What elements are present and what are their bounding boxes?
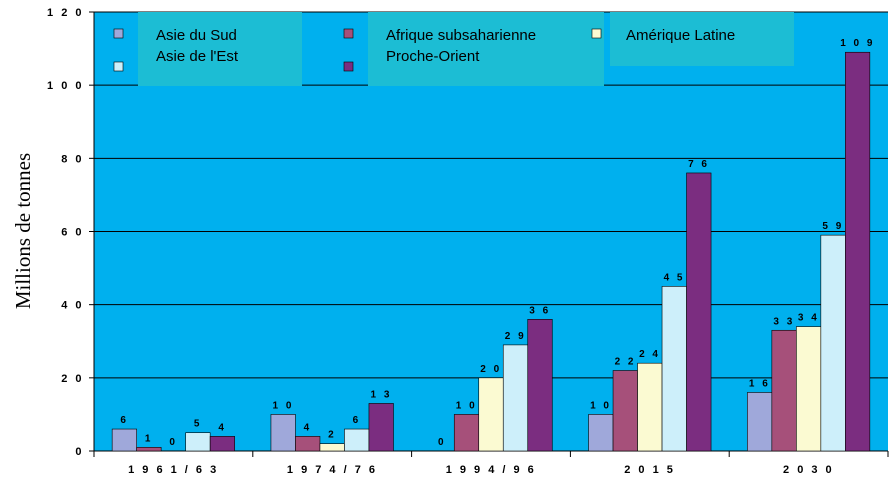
data-label: 1 3: [370, 389, 391, 400]
y-axis-label: Millions de tonnes: [11, 153, 35, 309]
bar: [588, 414, 614, 452]
data-label: 3 4: [798, 313, 819, 324]
bar: [771, 329, 797, 452]
bar: [502, 344, 529, 452]
data-label: 4: [304, 422, 312, 433]
data-label: 1 0: [456, 400, 477, 411]
bar: [319, 443, 345, 452]
data-label: 1 0: [272, 400, 293, 411]
bar: [527, 318, 553, 452]
bar: [845, 51, 871, 452]
data-label: 1: [145, 433, 153, 444]
data-label: 2 9: [505, 331, 526, 342]
legend-swatch: [343, 28, 354, 39]
bar: [747, 392, 773, 452]
bar: [820, 234, 846, 452]
x-tick-label: 1 9 6 1 / 6 3: [128, 464, 219, 476]
data-label: 3 3: [773, 316, 794, 327]
legend-label: Afrique subsaharienne: [386, 27, 536, 44]
x-tick-label: 1 9 9 4 / 9 6: [446, 464, 537, 476]
y-tick-label: 1 2 0: [47, 7, 84, 19]
data-label: 2 2: [615, 357, 636, 368]
y-tick-label: 2 0: [61, 373, 84, 385]
bar: [686, 172, 712, 452]
legend-label: Amérique Latine: [626, 27, 735, 44]
bar: [661, 286, 687, 452]
x-tick-label: 1 9 7 4 / 7 6: [287, 464, 378, 476]
data-labels: 6 1 0 0 1 0 1 6 1 4 1 0 2 2 3 3 0 2 2 0 2 4 3 4 5 6 2 9 4 …: [120, 38, 875, 448]
data-label: 1 0 9: [840, 38, 875, 49]
bar: [478, 377, 504, 452]
bar: [344, 428, 370, 452]
data-label: 0: [438, 437, 446, 448]
data-label: 5: [194, 419, 202, 430]
data-label: 1 6: [749, 378, 770, 389]
data-label: 3 6: [529, 305, 550, 316]
x-tick-label: 2 0 3 0: [783, 464, 834, 476]
bar: [185, 432, 211, 452]
data-label: 7 6: [688, 159, 709, 170]
legend-swatch: [113, 28, 124, 39]
data-label: 2: [328, 430, 336, 441]
bar: [637, 362, 663, 452]
legend-label: Asie de l'Est: [156, 48, 239, 65]
bar: [453, 414, 480, 452]
bar: [368, 403, 394, 452]
data-label: 6: [353, 415, 361, 426]
legend-box: [138, 12, 302, 86]
x-axis: 1 9 6 1 / 6 3 1 9 7 4 / 7 6 1 9 9 4 / 9 6 2…: [93, 450, 889, 476]
bar: [295, 436, 321, 452]
legend-swatch: [113, 61, 124, 72]
data-label: 2 0: [480, 364, 501, 375]
y-tick-label: 4 0: [61, 300, 84, 312]
bar: [796, 326, 822, 452]
legend-box: [368, 12, 604, 86]
data-label: 1 0: [590, 400, 611, 411]
bar: [612, 370, 638, 452]
data-label: 4 5: [664, 272, 685, 283]
data-label: 2 4: [639, 349, 660, 360]
legend-box: [610, 12, 794, 66]
x-tick-label: 2 0 1 5: [624, 464, 675, 476]
y-tick-label: 8 0: [61, 153, 84, 165]
legend-swatch: [591, 28, 602, 39]
legend-label: Asie du Sud: [156, 27, 237, 44]
bar: [136, 447, 162, 452]
data-label: 0: [169, 437, 177, 448]
data-label: 5 9: [822, 221, 843, 232]
bar: [111, 428, 137, 452]
bar: [270, 414, 296, 452]
legend-swatch: [343, 61, 354, 72]
bar: [209, 436, 235, 452]
y-tick-label: 6 0: [61, 227, 84, 239]
legend-label: Proche-Orient: [386, 48, 480, 65]
data-label: 4: [218, 422, 226, 433]
data-label: 6: [120, 415, 128, 426]
bars: [111, 51, 871, 452]
y-axis: 0 2 0 4 0 6 0 8 0 1 0 0 1 2 0: [47, 7, 95, 458]
legend: Asie du Sud Afrique subsaharienne Amérique…: [113, 12, 794, 86]
y-tick-label: 0: [75, 446, 84, 458]
y-tick-label: 1 0 0: [47, 80, 84, 92]
